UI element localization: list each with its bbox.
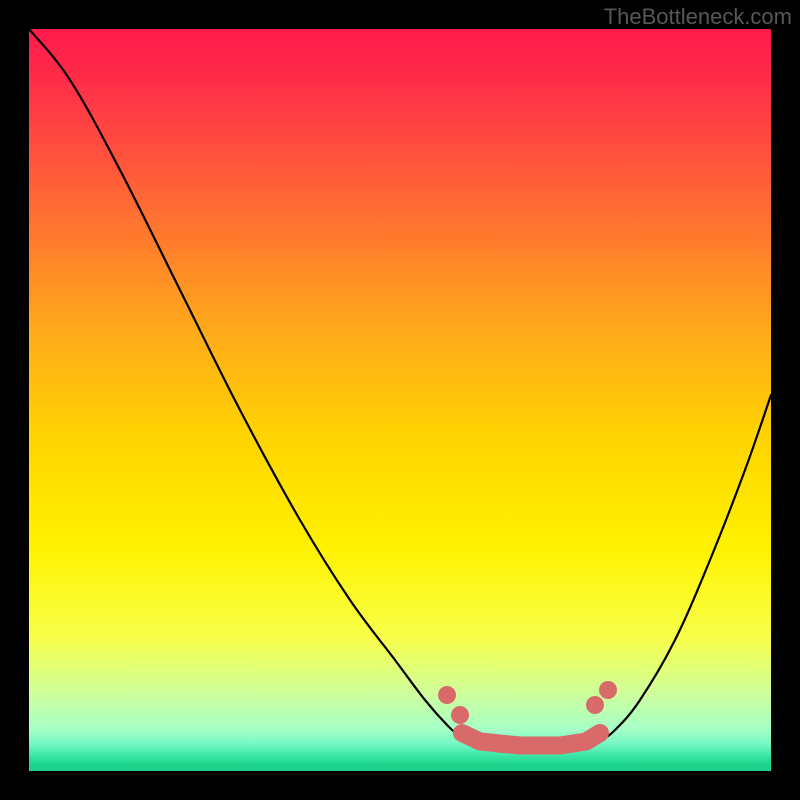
chart-gradient-background	[29, 29, 771, 771]
chart-plot-area	[29, 29, 771, 771]
watermark-text: TheBottleneck.com	[604, 4, 792, 30]
